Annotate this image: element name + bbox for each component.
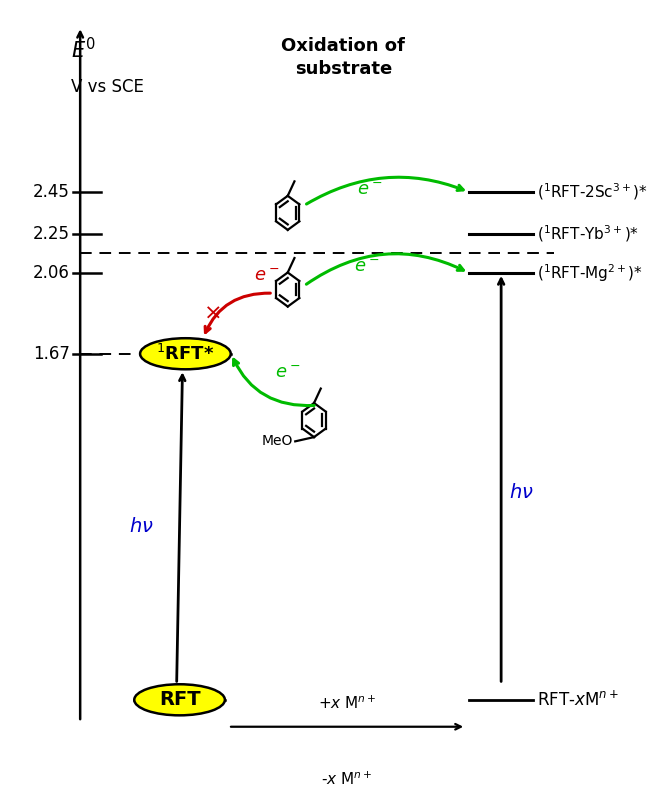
Text: V vs SCE: V vs SCE [71, 78, 144, 96]
Text: h$\nu$: h$\nu$ [509, 483, 534, 502]
Text: $e^-$: $e^-$ [275, 364, 301, 382]
Text: +$x$ M$^{n+}$: +$x$ M$^{n+}$ [318, 695, 376, 712]
Text: MeO: MeO [261, 434, 293, 449]
Text: 2.25: 2.25 [33, 224, 70, 242]
Text: ($^1$RFT-Mg$^{2+}$)*: ($^1$RFT-Mg$^{2+}$)* [537, 262, 643, 284]
Text: Oxidation of
substrate: Oxidation of substrate [281, 38, 405, 78]
Ellipse shape [134, 684, 225, 715]
Text: $^1$RFT*: $^1$RFT* [156, 344, 215, 364]
Ellipse shape [140, 338, 231, 369]
Text: $e^-$: $e^-$ [254, 268, 280, 285]
Text: $e^-$: $e^-$ [354, 257, 380, 275]
Text: RFT-$x$M$^{n+}$: RFT-$x$M$^{n+}$ [537, 690, 619, 709]
Text: 2.06: 2.06 [33, 264, 70, 282]
Text: ($^1$RFT-2Sc$^{3+}$)*: ($^1$RFT-2Sc$^{3+}$)* [537, 182, 648, 202]
Text: 1.67: 1.67 [33, 345, 70, 363]
Text: $E^0$: $E^0$ [71, 38, 96, 63]
Text: $e^-$: $e^-$ [357, 181, 382, 199]
Text: 2.45: 2.45 [33, 183, 70, 201]
Text: ($^1$RFT-Yb$^{3+}$)*: ($^1$RFT-Yb$^{3+}$)* [537, 224, 639, 244]
Text: h$\nu$: h$\nu$ [129, 517, 154, 536]
Text: -$x$ M$^{n+}$: -$x$ M$^{n+}$ [322, 770, 373, 787]
Text: $\times$: $\times$ [203, 302, 221, 323]
Text: RFT: RFT [159, 690, 200, 709]
